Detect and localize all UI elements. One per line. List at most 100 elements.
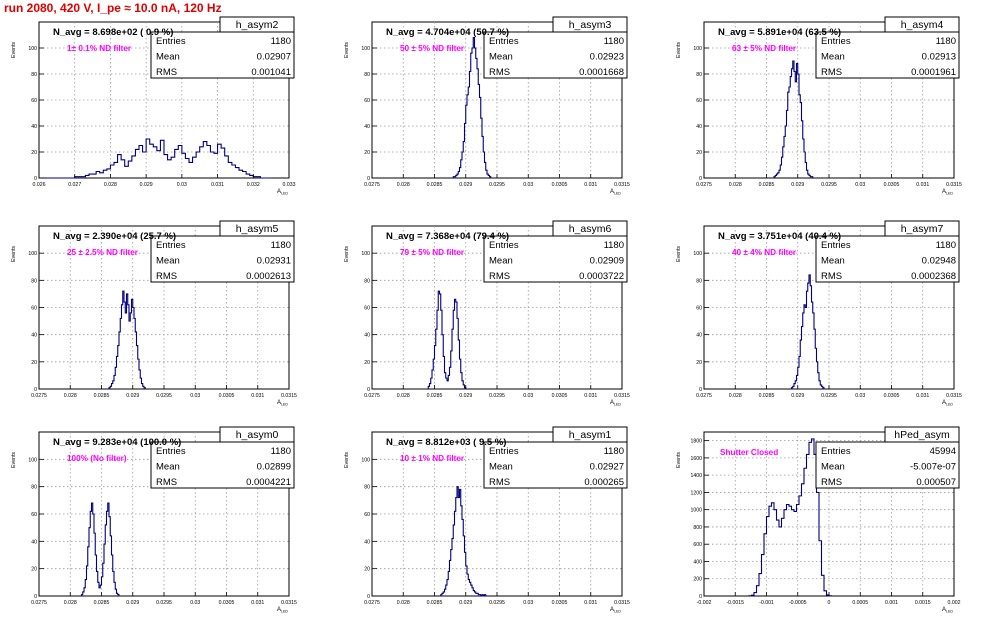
y-tick-label: 80 xyxy=(364,485,370,491)
stats-box xyxy=(150,31,295,79)
stats-label: Entries xyxy=(489,446,519,457)
x-tick-label: 0.028 xyxy=(729,182,742,188)
stats-value: 0.000507 xyxy=(916,477,956,488)
y-tick-label: 0 xyxy=(699,594,702,600)
stats-label: Mean xyxy=(156,52,180,63)
x-tick-label: 0.0275 xyxy=(31,600,47,606)
histogram-pad-h_asym3: 0.0275 0.028 0.0285 0.029 0.0295 0.03 0.0305 0.… xyxy=(344,16,630,196)
x-tick-label: 0.0295 xyxy=(156,393,172,399)
run-title: run 2080, 420 V, I_pe ≈ 10.0 nA, 120 Hz xyxy=(4,1,222,15)
histogram-pad-h_asym4: 0.0275 0.028 0.0285 0.029 0.0295 0.03 0.0305 0.… xyxy=(676,16,962,196)
y-tick-label: 80 xyxy=(364,72,370,78)
x-axis-title: ALED xyxy=(942,400,953,407)
filter-note: 63 ± 5% ND filter xyxy=(732,44,797,53)
histogram-pad-h_asym0: 0.0275 0.028 0.0285 0.029 0.0295 0.03 0.0305 0.… xyxy=(11,426,297,614)
stats-label: RMS xyxy=(821,67,842,78)
x-tick-label: 0.029 xyxy=(459,393,472,399)
stats-value: 0.02931 xyxy=(257,256,291,267)
y-tick-label: 0 xyxy=(34,176,37,182)
histogram-line xyxy=(108,290,146,389)
y-tick-label: 40 xyxy=(696,124,702,130)
x-tick-label: 0.031 xyxy=(584,393,597,399)
stats-label: RMS xyxy=(156,271,177,282)
x-tick-label: 0.029 xyxy=(791,393,804,399)
x-tick-label: 0.0305 xyxy=(552,393,568,399)
x-tick-label: 0.0275 xyxy=(696,393,712,399)
x-tick-label: 0.0315 xyxy=(281,393,297,399)
n-avg-text: N_avg = 8.698e+02 ( 0.9 %) xyxy=(53,27,173,38)
n-avg-text: N_avg = 2.390e+04 (25.7 %) xyxy=(53,231,176,242)
x-tick-label: 0.031 xyxy=(251,600,264,606)
y-tick-label: 20 xyxy=(31,360,37,366)
x-tick-label: 0.0305 xyxy=(552,600,568,606)
stats-label: Mean xyxy=(821,52,845,63)
stats-label: Entries xyxy=(156,446,186,457)
x-tick-label: -0.002 xyxy=(697,600,712,606)
x-tick-label: -0.0015 xyxy=(726,600,744,606)
y-tick-label: 60 xyxy=(364,98,370,104)
x-tick-label: 0.031 xyxy=(916,393,929,399)
filter-note: 40 ± 4% ND filter xyxy=(732,248,797,257)
stats-label: RMS xyxy=(821,271,842,282)
y-tick-label: 1800 xyxy=(690,439,702,445)
histogram-pad-h_asym2: 0.026 0.027 0.028 0.029 0.03 0.031 0.032 0.033 0… xyxy=(11,16,296,196)
y-tick-label: 20 xyxy=(31,150,37,156)
y-tick-label: 20 xyxy=(696,360,702,366)
stats-label: Mean xyxy=(489,462,513,473)
stats-title: h_asym0 xyxy=(236,429,279,441)
x-tick-label: 0.002 xyxy=(948,600,961,606)
y-tick-label: 40 xyxy=(364,333,370,339)
x-tick-label: 0.028 xyxy=(729,393,742,399)
stats-label: Entries xyxy=(489,240,519,251)
stats-box xyxy=(815,31,960,79)
y-tick-label: 100 xyxy=(361,457,370,463)
stats-value: 0.0004221 xyxy=(246,477,291,488)
x-tick-label: 0.03 xyxy=(190,600,200,606)
stats-box xyxy=(815,235,960,283)
x-tick-label: 0.0305 xyxy=(884,182,900,188)
histogram-pad-h_asym1: 0.0275 0.028 0.0285 0.029 0.0295 0.03 0.0305 0.… xyxy=(344,426,630,614)
y-tick-label: 100 xyxy=(28,46,37,52)
stats-box xyxy=(150,235,295,283)
x-tick-label: 0.03 xyxy=(190,393,200,399)
stats-title: h_asym2 xyxy=(236,19,279,31)
stats-label: Entries xyxy=(489,36,519,47)
y-tick-label: 20 xyxy=(31,567,37,573)
y-tick-label: 400 xyxy=(693,559,702,565)
x-tick-label: 0.0315 xyxy=(614,182,630,188)
stats-label: Entries xyxy=(156,240,186,251)
x-tick-label: 0.031 xyxy=(251,393,264,399)
x-tick-label: 0.0285 xyxy=(94,600,110,606)
histogram-pad-h_asym5: 0.0275 0.028 0.0285 0.029 0.0295 0.03 0.0305 0.… xyxy=(11,220,297,407)
stats-value: 0.0002368 xyxy=(911,271,956,282)
stats-value: -5.007e-07 xyxy=(910,462,956,473)
x-tick-label: 0.029 xyxy=(459,600,472,606)
y-tick-label: 80 xyxy=(364,278,370,284)
n-avg-text: N_avg = 5.891e+04 (63.5 %) xyxy=(718,27,841,38)
stats-value: 0.02907 xyxy=(257,52,291,63)
stats-value: 1180 xyxy=(936,240,956,251)
stats-label: RMS xyxy=(156,67,177,78)
y-tick-label: 100 xyxy=(28,251,37,257)
x-tick-label: 0.029 xyxy=(126,600,139,606)
histogram-line xyxy=(773,60,814,178)
y-axis-title: Events xyxy=(344,246,350,262)
n-avg-text: N_avg = 4.704e+04 (50.7 %) xyxy=(386,27,509,38)
x-tick-label: 0.028 xyxy=(397,393,410,399)
y-tick-label: 60 xyxy=(31,98,37,104)
stats-label: RMS xyxy=(156,477,177,488)
x-tick-label: 0.0305 xyxy=(219,393,235,399)
stats-label: Entries xyxy=(821,240,851,251)
stats-value: 0.001041 xyxy=(251,67,291,78)
x-tick-label: 0.027 xyxy=(68,182,81,188)
x-tick-label: 0.03 xyxy=(855,393,865,399)
y-tick-label: 0 xyxy=(699,387,702,393)
stats-label: Entries xyxy=(821,446,851,457)
stats-label: Mean xyxy=(156,256,180,267)
x-tick-label: 0.031 xyxy=(211,182,224,188)
stats-title: h_asym7 xyxy=(901,223,944,235)
x-tick-label: 0.0315 xyxy=(281,600,297,606)
histogram-line xyxy=(790,274,825,389)
stats-title: hPed_asym xyxy=(894,429,950,441)
